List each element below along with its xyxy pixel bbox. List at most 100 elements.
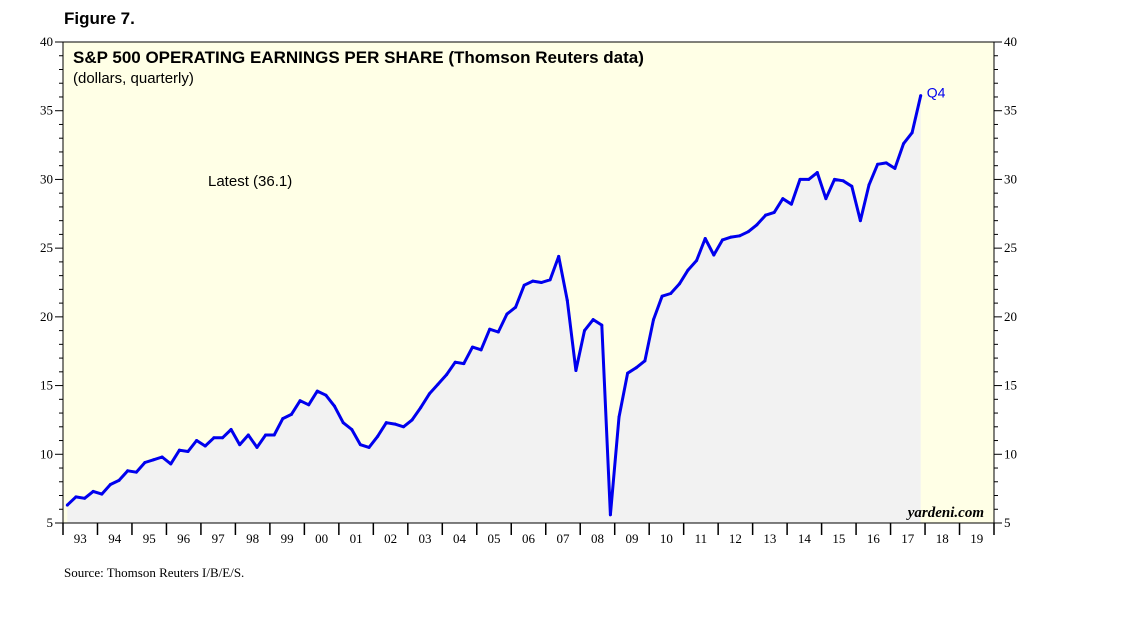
data-point	[548, 278, 552, 282]
data-point	[746, 230, 750, 234]
x-year-label: 18	[936, 531, 949, 546]
x-year-label: 99	[281, 531, 294, 546]
data-point	[195, 439, 199, 443]
data-point	[867, 183, 871, 187]
data-point	[358, 443, 362, 447]
data-point	[608, 513, 612, 517]
data-point	[798, 177, 802, 181]
data-point	[367, 445, 371, 449]
data-point	[841, 179, 845, 183]
x-year-label: 16	[867, 531, 881, 546]
data-point	[152, 458, 156, 462]
data-point	[557, 254, 561, 258]
data-point	[677, 282, 681, 286]
data-point	[393, 422, 397, 426]
data-point	[807, 177, 811, 181]
plot-frame	[62, 41, 995, 524]
data-point	[781, 197, 785, 201]
data-point	[402, 425, 406, 429]
data-point	[186, 450, 190, 454]
data-point	[565, 298, 569, 302]
right-y-tick-label: 20	[1004, 309, 1017, 324]
x-year-label: 96	[177, 531, 191, 546]
x-year-label: 93	[74, 531, 87, 546]
data-point	[876, 162, 880, 166]
data-point	[496, 330, 500, 334]
earnings-line	[66, 95, 923, 517]
data-point	[919, 94, 923, 98]
right-y-tick-label: 15	[1004, 378, 1017, 393]
data-point	[669, 291, 673, 295]
data-point	[419, 406, 423, 410]
right-y-tick-label: 5	[1004, 515, 1011, 530]
x-year-label: 17	[901, 531, 915, 546]
x-year-label: 01	[350, 531, 363, 546]
data-point	[720, 238, 724, 242]
data-point	[289, 412, 293, 416]
x-year-label: 02	[384, 531, 397, 546]
data-point	[824, 197, 828, 201]
data-point	[522, 283, 526, 287]
data-point	[470, 345, 474, 349]
x-year-label: 97	[212, 531, 226, 546]
left-y-tick-label: 40	[40, 34, 53, 49]
data-point	[643, 359, 647, 363]
data-point	[850, 184, 854, 188]
data-point	[833, 177, 837, 181]
data-point	[789, 202, 793, 206]
data-point	[772, 210, 776, 214]
data-point	[514, 305, 518, 309]
data-point	[634, 366, 638, 370]
data-point	[212, 436, 216, 440]
right-y-tick-label: 25	[1004, 240, 1017, 255]
left-y-tick-label: 10	[40, 446, 53, 461]
figure-label: Figure 7.	[64, 9, 135, 28]
data-point	[436, 382, 440, 386]
data-point	[858, 219, 862, 223]
data-point	[600, 323, 604, 327]
x-year-label: 06	[522, 531, 536, 546]
data-point	[341, 421, 345, 425]
data-point	[220, 436, 224, 440]
data-point	[100, 492, 104, 496]
data-point	[315, 389, 319, 393]
data-point	[169, 462, 173, 466]
watermark: yardeni.com	[906, 505, 984, 521]
data-point	[281, 417, 285, 421]
source-note: Source: Thomson Reuters I/B/E/S.	[64, 565, 245, 580]
earnings-area	[67, 95, 921, 523]
x-year-label: 13	[763, 531, 776, 546]
data-point	[815, 171, 819, 175]
data-point	[453, 360, 457, 364]
data-point	[651, 318, 655, 322]
right-y-tick-label: 10	[1004, 446, 1017, 461]
x-year-label: 95	[143, 531, 156, 546]
chart-title: S&P 500 OPERATING EARNINGS PER SHARE (Th…	[73, 48, 644, 67]
data-point	[583, 329, 587, 333]
data-point	[410, 418, 414, 422]
data-point	[427, 392, 431, 396]
data-point	[376, 434, 380, 438]
right-y-tick-label: 30	[1004, 171, 1017, 186]
data-point	[324, 393, 328, 397]
data-point	[539, 281, 543, 284]
x-year-label: 15	[832, 531, 845, 546]
left-y-tick-label: 35	[40, 103, 53, 118]
left-y-tick-label: 25	[40, 240, 53, 255]
x-year-label: 05	[488, 531, 501, 546]
x-year-label: 19	[970, 531, 983, 546]
x-year-label: 10	[660, 531, 673, 546]
data-point	[626, 371, 630, 375]
chart-subtitle: (dollars, quarterly)	[73, 70, 194, 87]
data-point	[307, 403, 311, 407]
data-point	[531, 279, 535, 283]
data-point	[177, 448, 181, 452]
data-point	[298, 399, 302, 403]
data-point	[108, 483, 112, 487]
data-point	[384, 421, 388, 425]
data-point	[203, 444, 207, 448]
data-point	[117, 478, 121, 482]
x-year-label: 09	[625, 531, 638, 546]
data-point	[229, 428, 233, 432]
